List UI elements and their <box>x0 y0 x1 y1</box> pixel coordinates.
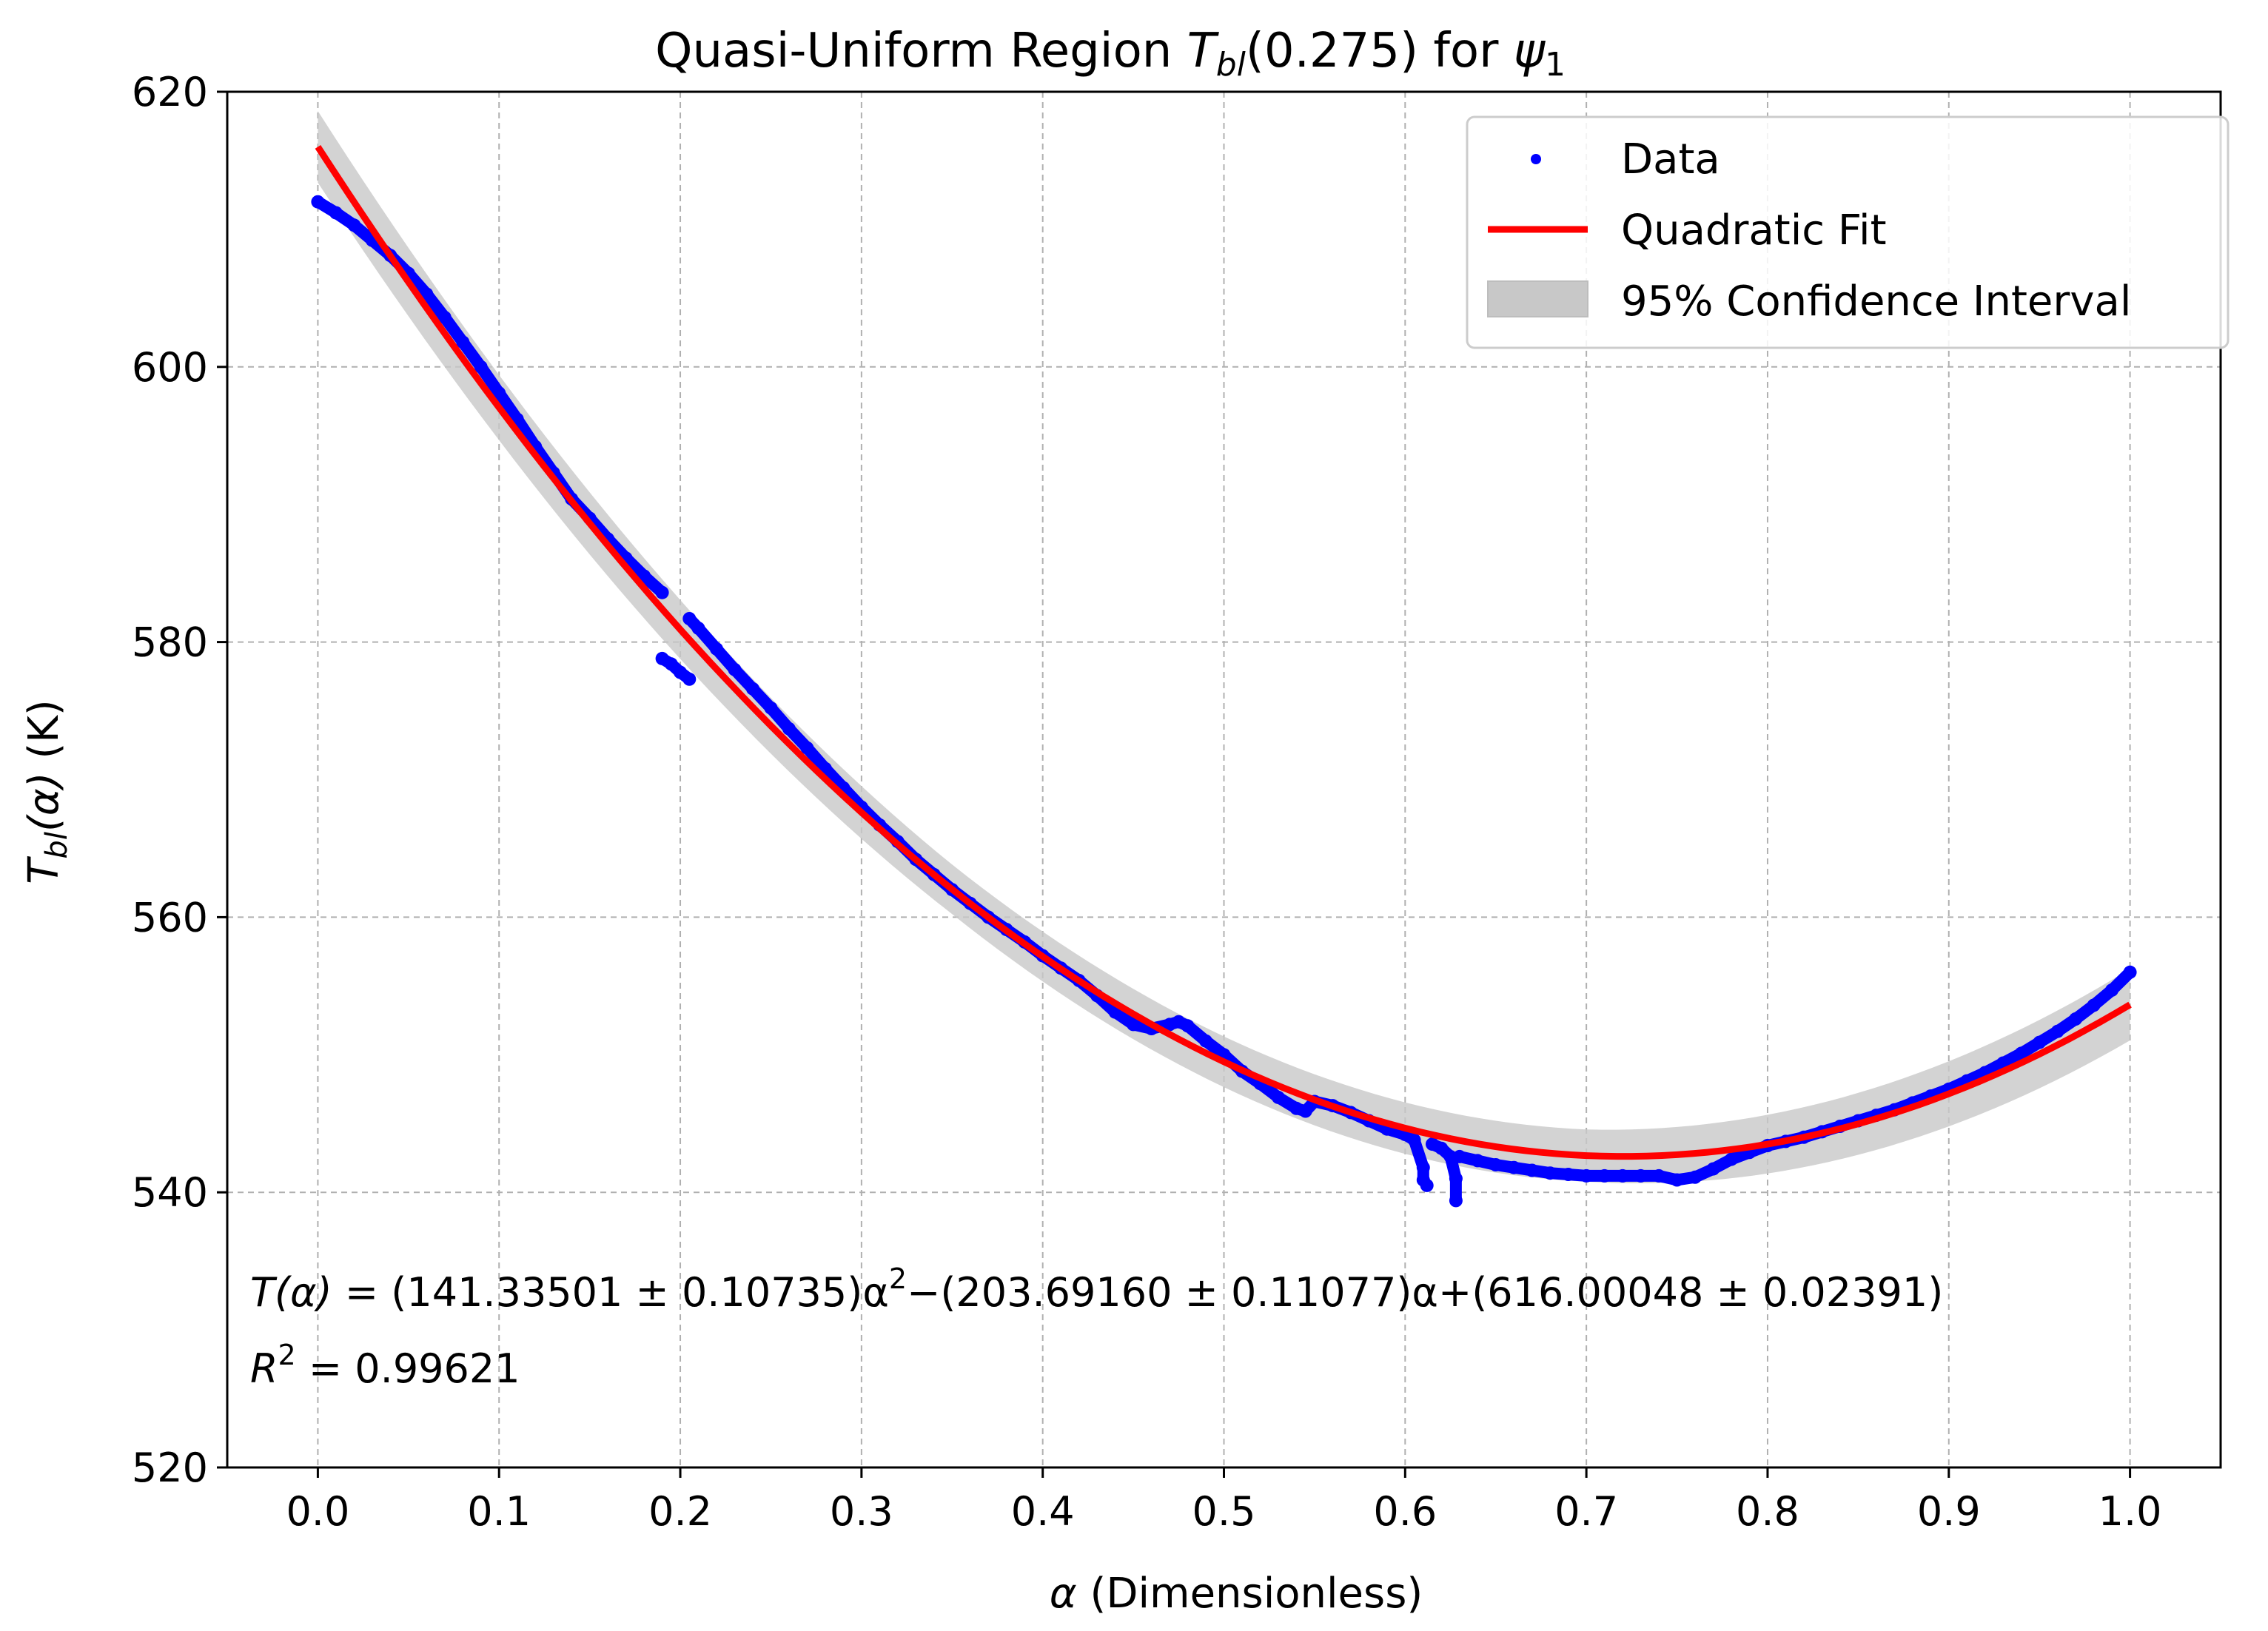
y-tick-label: 520 <box>132 1445 208 1491</box>
x-tick-label: 0.6 <box>1373 1488 1437 1535</box>
x-tick-label: 0.4 <box>1011 1488 1075 1535</box>
y-tick-label: 600 <box>132 344 208 391</box>
x-tick-label: 1.0 <box>2098 1488 2162 1535</box>
confidence-interval-band <box>318 111 2130 1183</box>
x-tick-label: 0.8 <box>1736 1488 1799 1535</box>
y-tick-label: 580 <box>132 619 208 666</box>
legend-ci-patch <box>1487 280 1588 317</box>
data-trace <box>638 570 668 599</box>
fit-equation: T(α) = (141.33501 ± 0.10735)α2−(203.6916… <box>250 1262 1943 1316</box>
r-squared: R2 = 0.99621 <box>250 1339 520 1392</box>
y-axis-ticks: 520 540 560 580 600 620 <box>132 69 227 1491</box>
legend-data-marker <box>1531 154 1541 164</box>
x-tick-label: 0.7 <box>1554 1488 1618 1535</box>
x-tick-label: 0.0 <box>286 1488 349 1535</box>
legend-box <box>1466 115 2230 349</box>
legend-data-label: Data <box>1621 135 1720 184</box>
data-trace <box>2106 966 2136 996</box>
x-tick-label: 0.1 <box>467 1488 531 1535</box>
x-tick-label: 0.9 <box>1917 1488 1981 1535</box>
legend-fit-label: Quadratic Fit <box>1621 206 1887 255</box>
legend: Data Quadratic Fit 95% Confidence Interv… <box>1466 115 2230 349</box>
x-axis-ticks: 0.0 0.1 0.2 0.3 0.4 0.5 0.6 0.7 0.8 0.9 1.0 <box>286 1467 2162 1535</box>
chart-title: Quasi-Uniform Region Tbl(0.275) for ψ1 <box>655 24 1566 84</box>
y-tick-label: 620 <box>132 69 208 115</box>
x-tick-label: 0.3 <box>830 1488 893 1535</box>
x-tick-label: 0.2 <box>648 1488 712 1535</box>
y-axis-label: Tbl(α) (K) <box>20 699 74 884</box>
x-tick-label: 0.5 <box>1192 1488 1256 1535</box>
x-axis-label: α (Dimensionless) <box>1050 1570 1423 1618</box>
quadratic-fit-line <box>315 144 2132 1160</box>
y-tick-label: 540 <box>132 1169 208 1216</box>
legend-ci-label: 95% Confidence Interval <box>1621 278 2131 326</box>
y-tick-label: 560 <box>132 894 208 941</box>
data-trace <box>1417 1174 1433 1191</box>
data-trace <box>674 666 696 685</box>
